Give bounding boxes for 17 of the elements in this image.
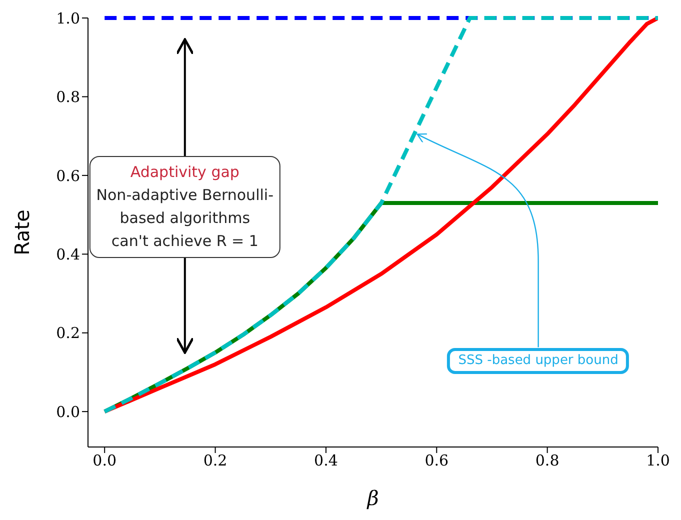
y-axis-title: Rate: [10, 210, 34, 256]
y-tick-label: 0.4: [56, 245, 80, 264]
y-tick-label: 0.2: [56, 324, 80, 342]
x-tick-label: 0.0: [92, 452, 117, 470]
y-tick-label: 0.0: [56, 402, 80, 421]
annotation: SSS -based upper bound: [447, 348, 630, 374]
x-axis-title: β: [366, 486, 379, 510]
y-tick-label: 0.8: [56, 88, 80, 106]
x-tick-label: 0.8: [535, 452, 560, 470]
x-tick-label: 0.2: [203, 452, 228, 470]
x-tick-label: 0.4: [314, 452, 338, 470]
x-tick-label: 0.6: [424, 452, 449, 470]
y-tick-label: 1.0: [56, 9, 80, 28]
y-tick-label: 0.6: [56, 166, 80, 185]
annotation: Adaptivity gap: [129, 162, 240, 183]
x-tick-label: 1.0: [646, 452, 670, 470]
annotation: Non-adaptive Bernoulli- based algorithms can't achieve R = 1: [96, 184, 274, 252]
